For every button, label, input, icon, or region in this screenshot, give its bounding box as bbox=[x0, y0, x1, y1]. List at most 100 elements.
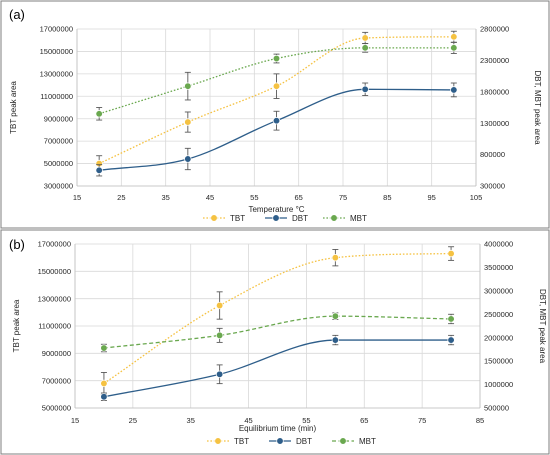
data-point-dbt bbox=[272, 117, 281, 125]
x-tick-label: 25 bbox=[129, 416, 137, 425]
y2-tick-label: 300000 bbox=[480, 182, 505, 191]
x-tick-label: 35 bbox=[187, 416, 195, 425]
legend-label: DBT bbox=[292, 214, 308, 223]
y2-tick-label: 2000000 bbox=[484, 333, 513, 342]
legend: TBT DBT MBT bbox=[203, 214, 367, 223]
chart-panel-b: 15 25 35 45 55 65 75 85 5000000 7000000 9000000 110… bbox=[0, 229, 550, 455]
x-tick-label: 15 bbox=[71, 416, 79, 425]
y2-tick-label: 1300000 bbox=[480, 119, 509, 128]
y2-tick-label: 4000000 bbox=[484, 240, 513, 249]
y-axis-title: TBT peak area bbox=[9, 81, 18, 134]
data-point-dbt bbox=[331, 336, 340, 344]
legend: TBT DBT MBT bbox=[207, 437, 376, 446]
x-tick-label: 75 bbox=[418, 416, 426, 425]
x-tick-label: 55 bbox=[250, 193, 258, 202]
legend-item-tbt: TBT bbox=[207, 437, 249, 446]
data-point-dbt bbox=[100, 393, 108, 401]
data-point-tbt bbox=[184, 118, 192, 126]
data-point-dbt bbox=[447, 336, 455, 344]
y2-tick-label: 3500000 bbox=[484, 263, 513, 272]
x-tick-label: 45 bbox=[206, 193, 214, 202]
data-point-mbt bbox=[95, 110, 103, 118]
y2-axis-title: DBT, MBT peak area bbox=[538, 289, 547, 364]
data-point-mbt bbox=[215, 331, 224, 340]
data-point-mbt bbox=[100, 344, 108, 352]
legend-label: DBT bbox=[296, 437, 312, 446]
chart-panel-a: 15 25 35 45 55 65 75 85 95 105 3000000 5000000 70000… bbox=[0, 0, 550, 229]
legend-label: MBT bbox=[350, 214, 367, 223]
data-point-mbt bbox=[450, 44, 458, 52]
data-point-dbt bbox=[361, 85, 369, 93]
legend-item-mbt: MBT bbox=[323, 214, 367, 223]
x-axis-title: Temperature °C bbox=[248, 205, 304, 214]
data-point-dbt bbox=[95, 166, 103, 174]
x-tick-label: 105 bbox=[470, 193, 483, 202]
data-point-tbt bbox=[331, 254, 340, 262]
x-tick-label: 45 bbox=[244, 416, 252, 425]
y2-tick-label: 2300000 bbox=[480, 56, 509, 65]
y2-tick-label: 2500000 bbox=[484, 310, 513, 319]
x-tick-label: 55 bbox=[302, 416, 310, 425]
y2-tick-label: 1500000 bbox=[484, 357, 513, 366]
legend-marker bbox=[210, 214, 218, 222]
x-tick-label: 65 bbox=[294, 193, 302, 202]
y-tick-label: 17000000 bbox=[38, 240, 71, 249]
y-tick-label: 7000000 bbox=[42, 376, 71, 385]
data-point-mbt bbox=[184, 82, 192, 90]
series-mbt bbox=[95, 41, 458, 121]
data-point-tbt bbox=[215, 301, 224, 310]
y2-axis-title: DBT, MBT peak area bbox=[533, 70, 542, 145]
legend-item-mbt: MBT bbox=[332, 437, 376, 446]
data-point-mbt bbox=[361, 44, 369, 52]
y2-tick-label: 3000000 bbox=[484, 286, 513, 295]
y2-tick-label: 1000000 bbox=[484, 380, 513, 389]
legend-label: TBT bbox=[230, 214, 245, 223]
x-tick-label: 85 bbox=[476, 416, 484, 425]
series-dbt bbox=[95, 82, 458, 177]
x-tick-label: 95 bbox=[427, 193, 435, 202]
legend-item-dbt: DBT bbox=[265, 214, 308, 223]
legend-label: TBT bbox=[234, 437, 249, 446]
x-tick-label: 75 bbox=[339, 193, 347, 202]
data-point-tbt bbox=[272, 82, 281, 90]
legend-marker bbox=[272, 214, 280, 222]
x-tick-label: 35 bbox=[161, 193, 169, 202]
legend-item-tbt: TBT bbox=[203, 214, 245, 223]
data-point-tbt bbox=[100, 379, 108, 388]
data-point-mbt bbox=[272, 54, 281, 63]
data-point-dbt bbox=[450, 86, 458, 94]
data-point-dbt bbox=[215, 370, 224, 378]
data-point-tbt bbox=[450, 33, 458, 41]
series-dbt bbox=[100, 334, 455, 401]
panel-frame bbox=[0, 229, 550, 455]
data-point-tbt bbox=[361, 34, 369, 42]
x-tick-label: 25 bbox=[117, 193, 125, 202]
legend-marker bbox=[214, 437, 222, 445]
y-tick-label: 11000000 bbox=[40, 92, 73, 101]
x-tick-label: 85 bbox=[383, 193, 391, 202]
y2-tick-label: 1800000 bbox=[480, 87, 509, 96]
x-tick-label: 15 bbox=[73, 193, 81, 202]
y-tick-label: 9000000 bbox=[42, 349, 71, 358]
y2-tick-label: 500000 bbox=[484, 404, 509, 413]
y-tick-label: 7000000 bbox=[44, 137, 73, 146]
series-line-tbt bbox=[103, 252, 452, 384]
series-line-mbt bbox=[98, 47, 454, 115]
y-tick-label: 17000000 bbox=[40, 25, 73, 34]
legend-item-dbt: DBT bbox=[269, 437, 312, 446]
legend-marker bbox=[339, 437, 347, 445]
y-tick-label: 9000000 bbox=[44, 114, 73, 123]
x-tick-label: 65 bbox=[360, 416, 368, 425]
legend-marker bbox=[330, 214, 338, 222]
y-axis-title: TBT peak area bbox=[12, 299, 21, 352]
y2-tick-label: 2800000 bbox=[480, 25, 509, 34]
series-tbt bbox=[95, 30, 458, 172]
data-point-dbt bbox=[184, 155, 192, 163]
y-tick-label: 11000000 bbox=[38, 322, 71, 331]
y-tick-label: 5000000 bbox=[42, 404, 71, 413]
y-tick-label: 3000000 bbox=[44, 182, 73, 191]
legend-label: MBT bbox=[359, 437, 376, 446]
y-tick-label: 15000000 bbox=[40, 47, 73, 56]
